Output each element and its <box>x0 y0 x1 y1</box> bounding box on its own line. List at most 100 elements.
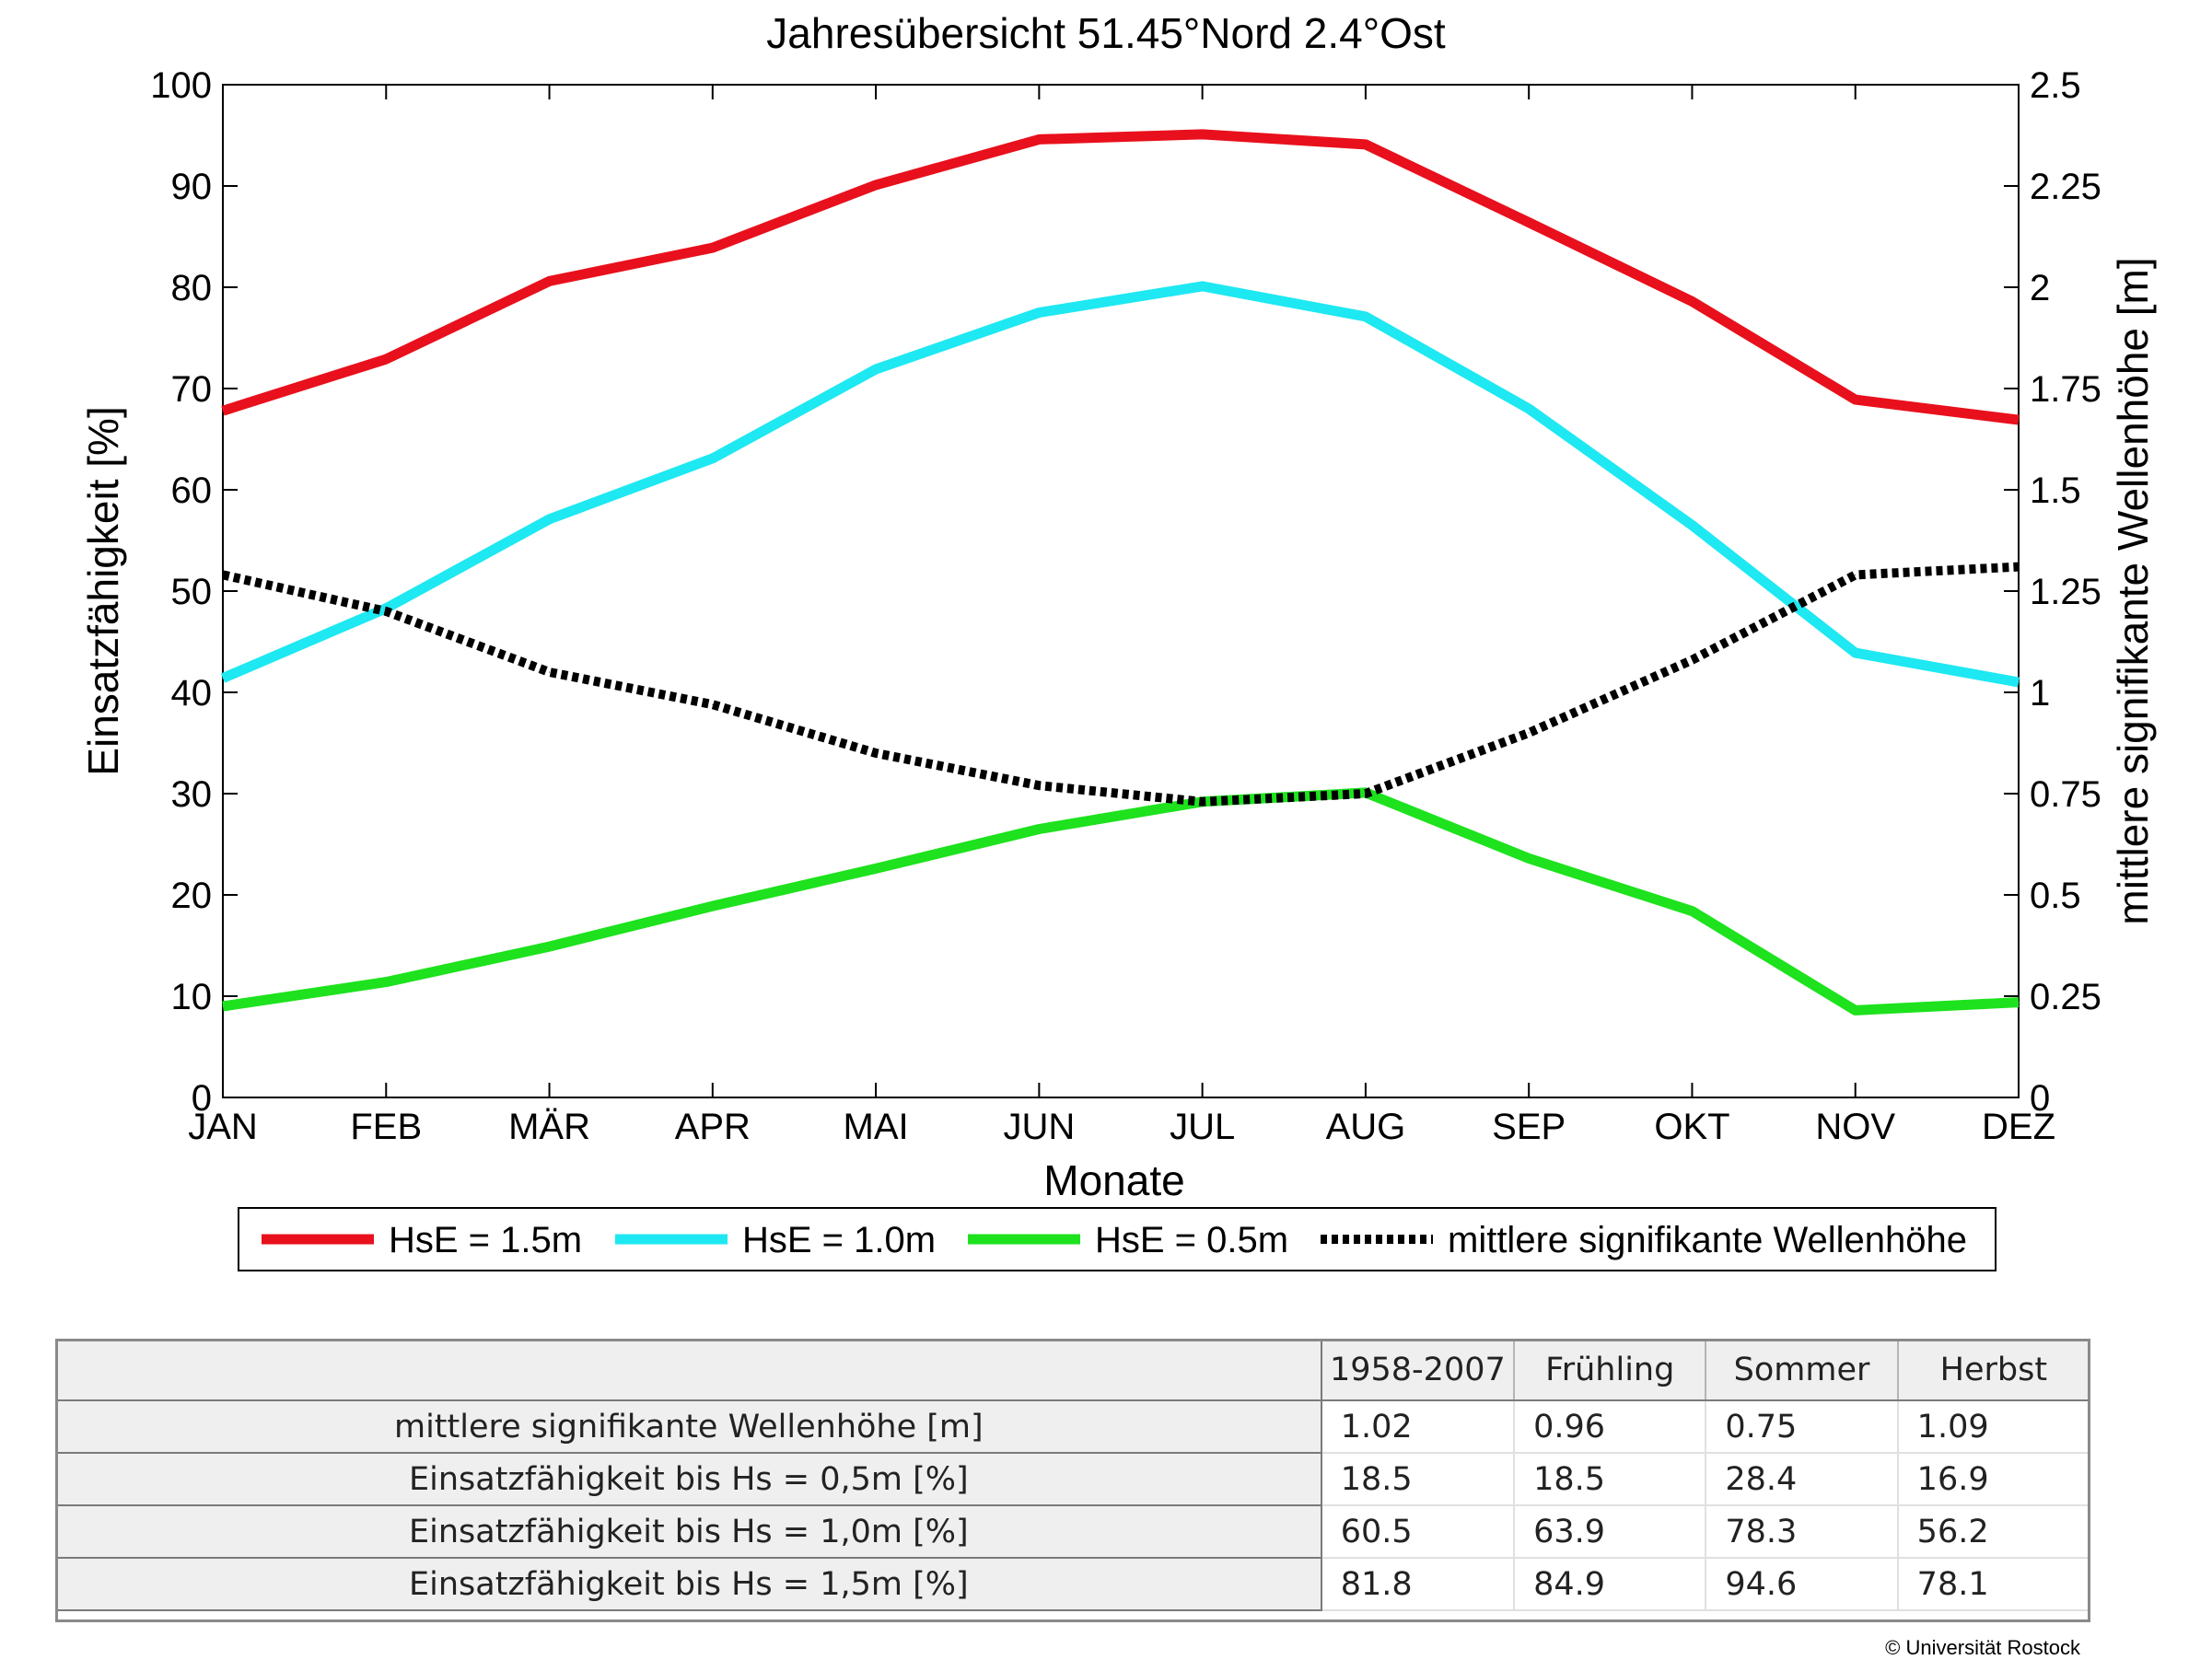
y-left-tick-label: 10 <box>171 977 213 1017</box>
table-cell: 60.5 <box>1321 1505 1516 1559</box>
series-point <box>712 703 714 705</box>
series-point <box>875 867 877 869</box>
legend-label: mittlere signifikante Wellenhöhe <box>1448 1220 1967 1260</box>
series-point <box>1365 316 1367 318</box>
y-right-tick-label: 2.25 <box>2030 167 2101 207</box>
series-point <box>1528 732 1530 734</box>
table-cell: 16.9 <box>1897 1453 2091 1506</box>
y-right-tick-label: 1.5 <box>2030 470 2081 511</box>
table-header-row: 1958-2007FrühlingSommerHerbstWinter <box>55 1339 2091 1401</box>
chart-title: Jahresübersicht 51.45°Nord 2.4°Ost <box>766 9 1446 57</box>
series-layer <box>220 129 2020 1016</box>
x-tick-label: MÄR <box>508 1107 590 1147</box>
y-right-tick-label: 0.5 <box>2030 876 2081 916</box>
series-point <box>1528 857 1530 859</box>
table-cell: 18.5 <box>1321 1453 1516 1506</box>
y-axis-right-title: mittlere signifikante Wellenhöhe [m] <box>2109 257 2157 924</box>
series-point <box>549 946 551 947</box>
series-point <box>549 518 551 520</box>
table-cell: 63.9 <box>1514 1505 1707 1559</box>
series-point <box>385 358 387 360</box>
series-point <box>1855 652 1857 654</box>
table-cell: 28.4 <box>1706 1453 1899 1506</box>
x-tick-label: FEB <box>350 1107 422 1147</box>
table-column-header: Frühling <box>1513 1339 1707 1401</box>
x-tick-label: MAI <box>844 1107 909 1147</box>
x-tick-label: NOV <box>1815 1107 1895 1147</box>
series-point <box>1202 285 1204 287</box>
x-tick-label: SEP <box>1492 1107 1566 1147</box>
table-row: Einsatzfähigkeit bis Hs = 0,5m [%] 18.5 18… <box>55 1452 2091 1506</box>
table-row-header: Einsatzfähigkeit bis Hs = 1,5m [%] <box>55 1557 1322 1611</box>
series-point <box>712 458 714 459</box>
series-point <box>549 671 551 673</box>
y-right-tick-label: 0.75 <box>2030 774 2101 815</box>
series-point <box>875 368 877 370</box>
series-point <box>1202 133 1204 135</box>
series-point <box>1365 793 1367 795</box>
x-tick-label: DEZ <box>1982 1107 2055 1147</box>
series-point <box>222 678 224 679</box>
series-point <box>549 280 551 282</box>
table-cell: 18.5 <box>1514 1453 1707 1506</box>
table-row-header: mittlere signifikante Wellenhöhe [m] <box>55 1399 1322 1454</box>
y-right-tick-label: 0 <box>2030 1078 2050 1119</box>
y-left-tick-label: 0 <box>192 1078 212 1119</box>
table-cell: 56.2 <box>1897 1505 2091 1559</box>
table-row: Einsatzfähigkeit bis Hs = 1,5m [%] 81.8 84… <box>55 1557 2091 1611</box>
series-point <box>1691 525 1693 526</box>
summary-table: 1958-2007FrühlingSommerHerbstWintermittl… <box>55 1339 2091 1611</box>
copyright: © Universität Rostock <box>1885 1636 2080 1659</box>
series-point <box>1691 300 1693 302</box>
legend-label: HsE = 0.5m <box>1095 1220 1288 1260</box>
series-point <box>2018 681 2020 683</box>
series-point <box>712 247 714 249</box>
series-point <box>2018 566 2020 568</box>
x-axis: JAN FEB MÄR APR MAI JUN JUL AUG SEP OKT NOV DEZ <box>188 85 2055 1147</box>
legend-box <box>238 1207 1997 1271</box>
table-corner-cell <box>55 1339 1322 1401</box>
table-cell: 84.9 <box>1514 1558 1707 1611</box>
series-point <box>385 610 387 612</box>
series-point <box>875 752 877 754</box>
y-right-tick-label: 1 <box>2030 673 2050 714</box>
y-left-tick-label: 20 <box>171 876 213 916</box>
table-cell: 78.1 <box>1897 1558 2091 1611</box>
table-cell: 81.8 <box>1321 1558 1516 1611</box>
table-cell: 94.6 <box>1706 1558 1899 1611</box>
series-line <box>220 281 2020 688</box>
chart: Jahresübersicht 51.45°Nord 2.4°Ost 01020… <box>79 9 2157 1271</box>
table-cell: 1.02 <box>1321 1400 1516 1454</box>
y-left-tick-label: 50 <box>171 572 213 612</box>
legend-label: HsE = 1.0m <box>742 1220 936 1260</box>
series-point <box>712 905 714 907</box>
y-right-tick-label: 2.5 <box>2030 65 2081 106</box>
table-row: Einsatzfähigkeit bis Hs = 1,0m [%] 60.5 63… <box>55 1504 2091 1559</box>
y-left-tick-label: 40 <box>171 673 213 714</box>
legend-label: HsE = 1.5m <box>389 1220 582 1260</box>
table-row: mittlere signifikante Wellenhöhe [m] 1.02… <box>55 1399 2091 1454</box>
series-line <box>222 787 2020 1016</box>
series-point <box>1528 408 1530 410</box>
table-column-header: 1958-2007 <box>1320 1339 1516 1401</box>
series-point <box>1202 801 1204 803</box>
table-cell: 0.96 <box>1514 1400 1707 1454</box>
series-line <box>221 129 2020 425</box>
x-tick-label: JAN <box>188 1107 258 1147</box>
series-point <box>222 410 224 412</box>
y-right-tick-label: 0.25 <box>2030 977 2101 1017</box>
series-point <box>1528 222 1530 224</box>
series-point <box>1038 312 1040 313</box>
table-column-header: Sommer <box>1705 1339 1899 1401</box>
series-point <box>875 184 877 186</box>
series-point <box>1038 829 1040 830</box>
y-right-tick-label: 1.25 <box>2030 572 2101 612</box>
y-axis-right: 0 0.25 0.5 0.75 1 1.25 1.5 1.75 2 2.25 2.5 <box>2004 65 2101 1119</box>
x-axis-title: Monate <box>1043 1156 1184 1204</box>
table-cell: 1.09 <box>1897 1400 2091 1454</box>
series-point <box>222 1005 224 1007</box>
y-axis-left: 0 10 20 30 40 50 60 70 80 90 100 <box>150 65 238 1119</box>
x-tick-label: AUG <box>1326 1107 1406 1147</box>
y-left-tick-label: 60 <box>171 470 213 511</box>
y-left-tick-label: 70 <box>171 369 213 410</box>
